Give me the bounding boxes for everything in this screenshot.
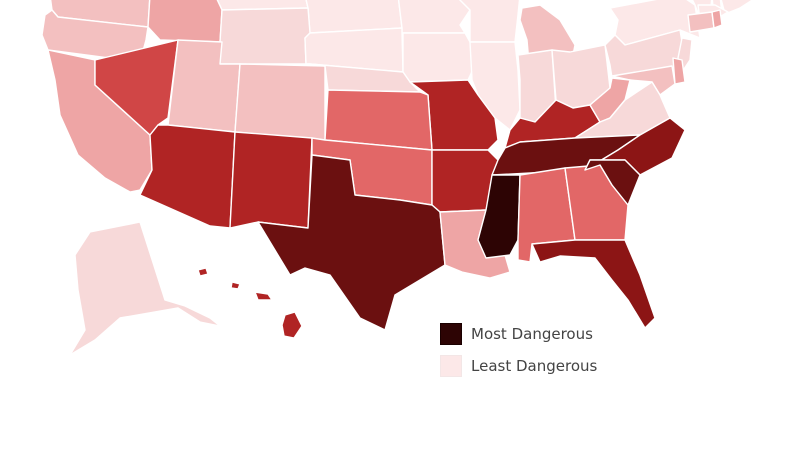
state-AK[interactable] [69, 221, 221, 356]
state-IA[interactable] [402, 32, 476, 83]
state-ME[interactable] [720, 0, 760, 15]
state-NM[interactable] [229, 131, 313, 229]
state-HI[interactable] [230, 281, 241, 290]
legend-swatch-most [440, 323, 462, 345]
legend-most: Most Dangerous [440, 322, 597, 346]
map-legend: Most Dangerous Least Dangerous [440, 322, 597, 386]
state-RI[interactable] [711, 9, 723, 29]
state-TX[interactable] [257, 154, 446, 331]
state-WY[interactable] [217, 7, 311, 65]
state-SC[interactable] [584, 159, 641, 206]
legend-swatch-least [440, 355, 462, 377]
state-NE[interactable] [305, 63, 421, 93]
state-HI-group[interactable] [197, 267, 303, 339]
state-HI[interactable] [197, 267, 209, 277]
state-HI[interactable] [281, 311, 303, 339]
legend-label-least: Least Dangerous [471, 357, 598, 375]
state-KS[interactable] [324, 89, 433, 151]
state-DE[interactable] [672, 57, 686, 85]
state-CT[interactable] [687, 11, 715, 33]
state-MN[interactable] [397, 0, 471, 34]
state-HI[interactable] [254, 291, 273, 301]
legend-least: Least Dangerous [440, 354, 597, 378]
state-FL[interactable] [531, 239, 656, 329]
state-ID[interactable] [147, 0, 223, 43]
legend-label-most: Most Dangerous [471, 325, 593, 343]
state-AZ[interactable] [139, 124, 236, 229]
state-CO[interactable] [234, 63, 326, 141]
state-ND[interactable] [305, 0, 403, 34]
